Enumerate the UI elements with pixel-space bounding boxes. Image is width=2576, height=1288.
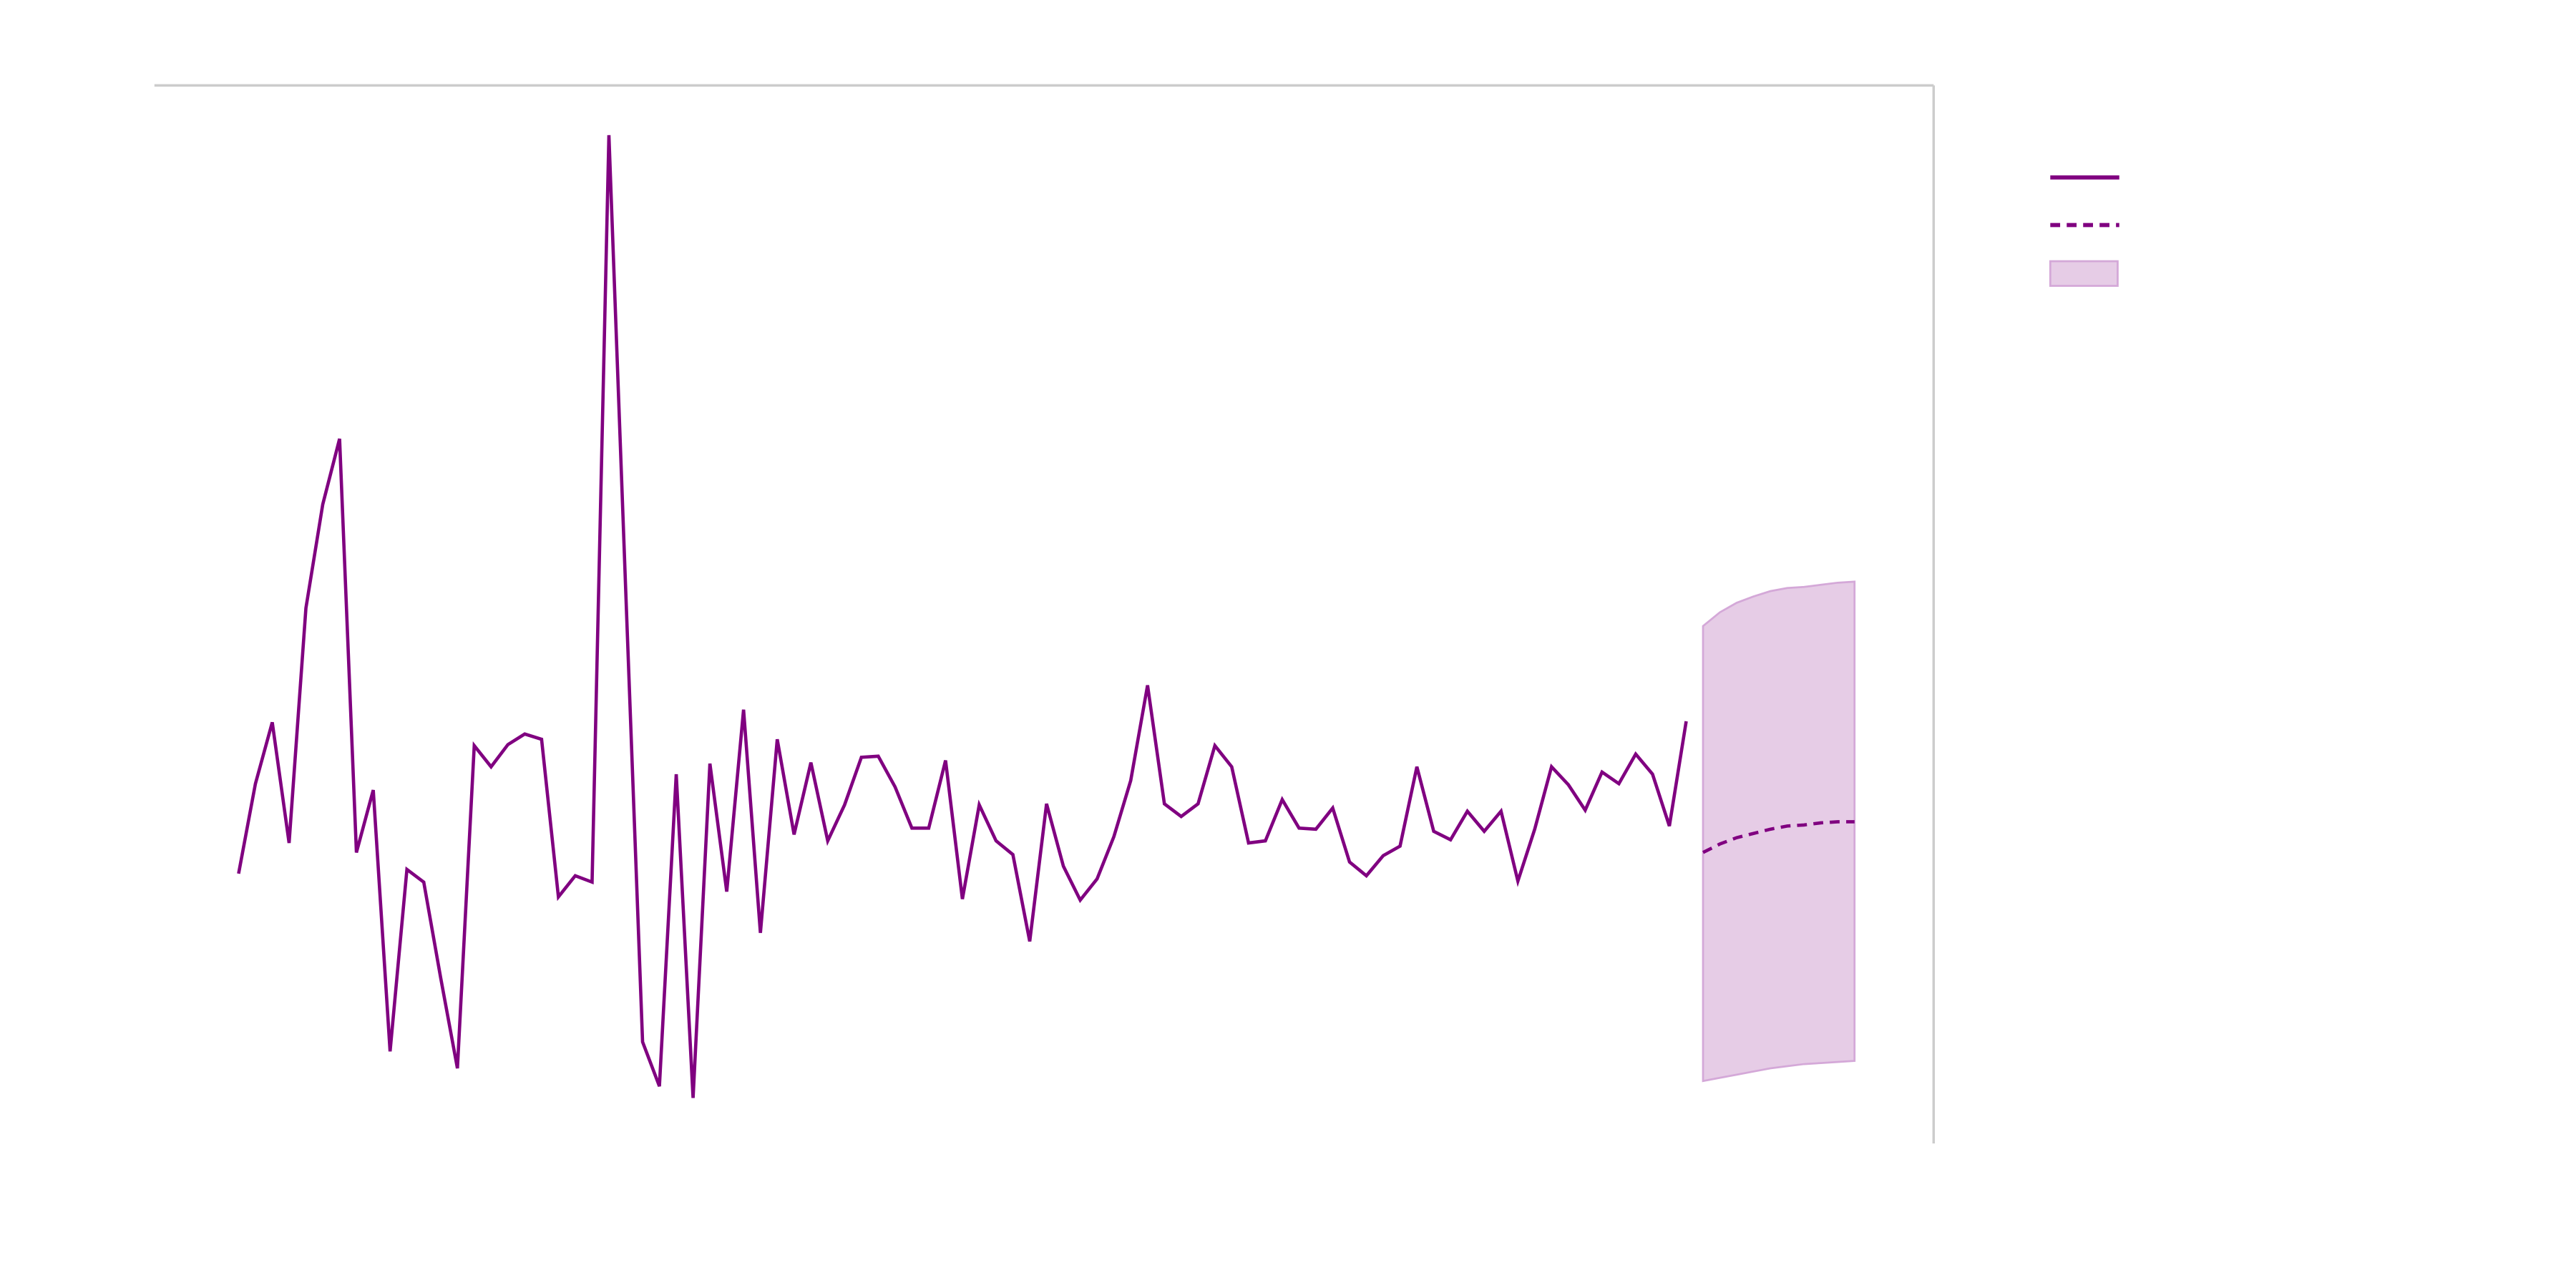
history-line (237, 135, 1688, 1098)
confidence-band (1702, 580, 1856, 1083)
legend-swatch (2049, 260, 2119, 287)
